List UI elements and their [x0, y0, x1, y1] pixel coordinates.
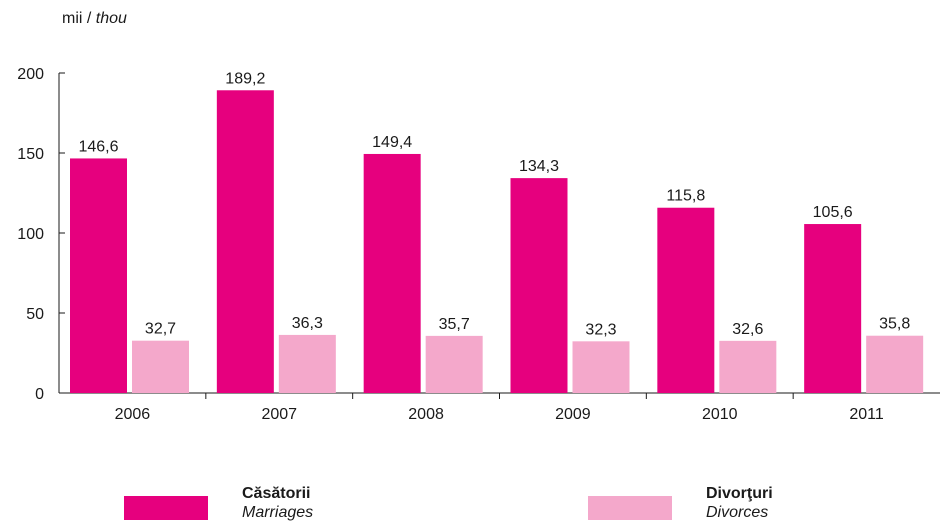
- bar-divorces: [132, 340, 189, 393]
- bar-divorces: [278, 334, 336, 393]
- y-tick-label: 0: [35, 386, 44, 403]
- data-label-divorces: 32,6: [732, 321, 763, 338]
- bar-marriages: [363, 153, 421, 393]
- data-label-divorces: 32,7: [145, 321, 176, 338]
- bar-marriages: [804, 224, 862, 393]
- data-label-marriages: 105,6: [813, 204, 853, 221]
- data-label-divorces: 32,3: [585, 321, 616, 338]
- legend-marriages-en: Marriages: [242, 504, 314, 521]
- unit-label: mii / thou: [62, 10, 127, 28]
- x-tick-label: 2010: [702, 406, 738, 423]
- y-tick-label: 200: [17, 66, 44, 83]
- data-label-divorces: 36,3: [292, 315, 323, 332]
- data-label-divorces: 35,7: [439, 316, 470, 333]
- bar-divorces: [719, 340, 777, 393]
- legend-divorces-en: Divorces: [706, 504, 769, 521]
- legend-divorces-ro: Divorţuri: [706, 485, 773, 502]
- bar-divorces: [425, 335, 483, 393]
- y-tick-label: 100: [17, 226, 44, 243]
- bar-marriages: [70, 158, 127, 393]
- x-tick-label: 2007: [261, 406, 297, 423]
- x-tick-label: 2006: [115, 406, 151, 423]
- y-tick-label: 150: [17, 146, 44, 163]
- y-tick-label: 50: [26, 306, 44, 323]
- data-label-marriages: 149,4: [372, 134, 412, 151]
- x-tick-label: 2008: [408, 406, 444, 423]
- data-label-divorces: 35,8: [879, 316, 910, 333]
- data-label-marriages: 115,8: [666, 188, 705, 205]
- bar-marriages: [216, 90, 274, 393]
- bar-divorces: [866, 335, 924, 393]
- legend-swatch-divorces: [588, 496, 672, 520]
- x-tick-label: 2009: [555, 406, 591, 423]
- unit-ro: mii: [62, 10, 83, 27]
- data-label-marriages: 134,3: [519, 158, 559, 175]
- legend-label-marriages: Căsătorii Marriages: [242, 484, 313, 522]
- bar-marriages: [657, 207, 715, 393]
- bar-marriages: [510, 178, 568, 393]
- legend-label-divorces: Divorţuri Divorces: [706, 484, 773, 522]
- legend-swatch-marriages: [124, 496, 208, 520]
- unit-sep: /: [86, 10, 92, 27]
- legend-marriages-ro: Căsătorii: [242, 485, 311, 502]
- unit-en: thou: [95, 10, 127, 27]
- bar-chart: 0 50 100 150 200 2006 2007 2008 2009 2010 2011 146,…: [17, 66, 940, 423]
- bar-divorces: [572, 341, 630, 393]
- data-label-marriages: 146,6: [78, 138, 118, 155]
- data-label-marriages: 189,2: [225, 70, 265, 87]
- x-tick-label: 2011: [849, 406, 884, 423]
